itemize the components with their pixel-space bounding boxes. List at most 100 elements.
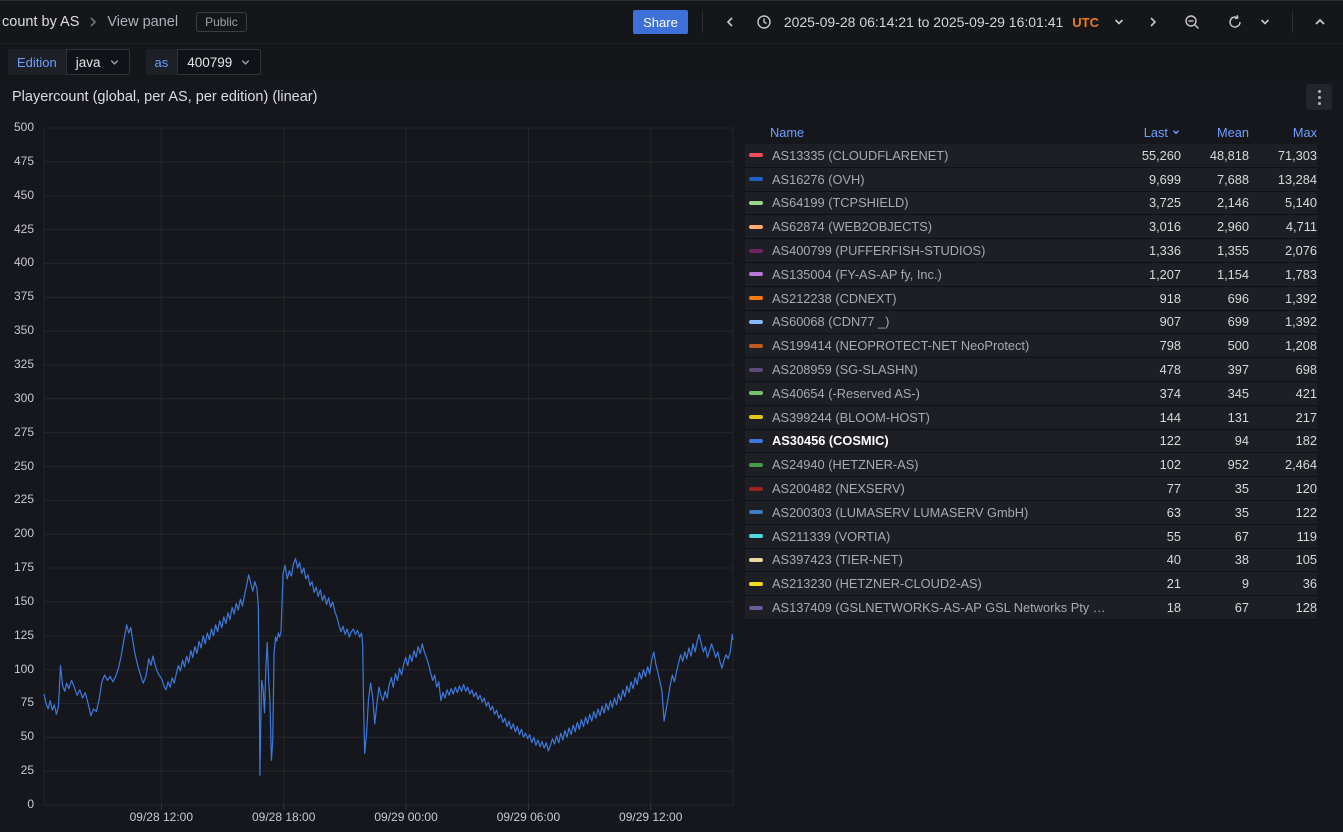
legend-row[interactable]: AS13335 (CLOUDFLARENET) 55,260 48,818 71,30… xyxy=(745,144,1317,168)
refresh-interval-dropdown[interactable] xyxy=(1252,8,1278,36)
variable-as-select[interactable]: 400799 xyxy=(177,49,262,75)
series-name[interactable]: AS400799 (PUFFERFISH-STUDIOS) xyxy=(772,243,986,259)
legend-column-mean[interactable]: Mean xyxy=(1216,124,1249,140)
series-name[interactable]: AS60068 (CDN77 _) xyxy=(772,314,890,330)
series-last-value: 55,260 xyxy=(1141,147,1181,163)
series-color-swatch[interactable] xyxy=(749,581,763,586)
variable-as: as 400799 xyxy=(145,49,262,75)
variable-edition-select[interactable]: java xyxy=(65,49,130,75)
series-last-value: 77 xyxy=(1166,481,1181,497)
panel-menu-kebab-icon[interactable] xyxy=(1306,84,1332,110)
series-name[interactable]: AS137409 (GSLNETWORKS-AS-AP GSL Networks… xyxy=(772,600,1109,616)
legend-table-body: AS13335 (CLOUDFLARENET) 55,260 48,818 71,30… xyxy=(745,144,1317,620)
series-name[interactable]: AS62874 (WEB2OBJECTS) xyxy=(772,219,933,235)
series-name[interactable]: AS397423 (TIER-NET) xyxy=(772,552,903,568)
time-range-picker[interactable]: 2025-09-28 06:14:21 to 2025-09-29 16:01:… xyxy=(747,8,1136,36)
legend-row[interactable]: AS399244 (BLOOM-HOST) 144 131 217 xyxy=(745,406,1317,430)
series-name[interactable]: AS135004 (FY-AS-AP fy, Inc.) xyxy=(772,266,942,282)
legend-row[interactable]: AS211339 (VORTIA) 55 67 119 xyxy=(745,525,1317,549)
series-name[interactable]: AS40654 (-Reserved AS-) xyxy=(772,385,920,401)
series-max-value: 5,140 xyxy=(1284,195,1317,211)
series-color-swatch[interactable] xyxy=(749,177,763,182)
series-color-swatch[interactable] xyxy=(749,462,763,467)
legend-column-name[interactable]: Name xyxy=(770,124,805,140)
zoom-out-button[interactable] xyxy=(1179,8,1205,36)
legend-row[interactable]: AS400799 (PUFFERFISH-STUDIOS) 1,336 1,355 2… xyxy=(745,239,1317,263)
timeseries-chart[interactable]: 0 25 50 75 100 125 150 175 200 225 250 275 300 325 350… xyxy=(0,120,745,832)
x-axis-tick-label: 09/28 12:00 xyxy=(129,810,194,824)
legend-row[interactable]: AS137409 (GSLNETWORKS-AS-AP GSL Networks… xyxy=(745,596,1317,620)
toolbar-divider xyxy=(1172,11,1173,33)
series-color-swatch[interactable] xyxy=(749,296,763,301)
breadcrumb-dashboard[interactable]: count by AS xyxy=(2,14,80,30)
legend-row[interactable]: AS199414 (NEOPROTECT-NET NeoProtect) 798 5… xyxy=(745,334,1317,359)
series-name[interactable]: AS64199 (TCPSHIELD) xyxy=(772,195,909,211)
series-color-swatch[interactable] xyxy=(749,415,763,420)
breadcrumb: count by AS View panel Public xyxy=(0,12,247,32)
y-axis-tick-label: 325 xyxy=(13,356,34,371)
series-color-swatch[interactable] xyxy=(749,391,763,396)
series-mean-value: 699 xyxy=(1227,314,1249,330)
time-shift-forward-button[interactable] xyxy=(1140,8,1166,36)
legend-row[interactable]: AS64199 (TCPSHIELD) 3,725 2,146 5,140 xyxy=(745,192,1317,216)
series-max-value: 2,464 xyxy=(1284,457,1317,473)
series-color-swatch[interactable] xyxy=(749,367,763,372)
legend-row[interactable]: AS16276 (OVH) 9,699 7,688 13,284 xyxy=(745,168,1317,192)
series-name[interactable]: AS211339 (VORTIA) xyxy=(772,528,891,544)
series-color-swatch[interactable] xyxy=(749,438,763,443)
legend-row[interactable]: AS212238 (CDNEXT) 918 696 1,392 xyxy=(745,287,1317,311)
series-color-swatch[interactable] xyxy=(749,343,763,348)
series-name[interactable]: AS16276 (OVH) xyxy=(772,171,865,187)
legend-row[interactable]: AS60068 (CDN77 _) 907 699 1,392 xyxy=(745,311,1317,335)
series-mean-value: 67 xyxy=(1234,528,1249,544)
series-max-value: 36 xyxy=(1302,576,1317,592)
series-name[interactable]: AS13335 (CLOUDFLARENET) xyxy=(772,147,949,163)
series-name[interactable]: AS200303 (LUMASERV LUMASERV GmbH) xyxy=(772,504,1029,520)
series-color-swatch[interactable] xyxy=(749,510,763,515)
collapse-toolbar-button[interactable] xyxy=(1307,8,1333,36)
series-name[interactable]: AS30456 (COSMIC) xyxy=(772,433,889,449)
chart-canvas[interactable] xyxy=(0,120,745,832)
legend-row[interactable]: AS200482 (NEXSERV) 77 35 120 xyxy=(745,477,1317,501)
series-name[interactable]: AS24940 (HETZNER-AS) xyxy=(772,457,919,473)
share-button[interactable]: Share xyxy=(633,10,688,34)
series-last-value: 9,699 xyxy=(1148,171,1181,187)
legend-row[interactable]: AS397423 (TIER-NET) 40 38 105 xyxy=(745,549,1317,573)
legend-row[interactable]: AS30456 (COSMIC) 122 94 182 xyxy=(745,430,1317,454)
series-color-swatch[interactable] xyxy=(749,248,763,253)
y-axis-tick-label: 475 xyxy=(13,153,34,168)
legend-row[interactable]: AS62874 (WEB2OBJECTS) 3,016 2,960 4,711 xyxy=(745,215,1317,240)
series-color-swatch[interactable] xyxy=(749,319,763,324)
variable-edition-value: java xyxy=(75,54,101,70)
series-color-swatch[interactable] xyxy=(749,486,763,491)
series-color-swatch[interactable] xyxy=(749,153,763,158)
series-name[interactable]: AS199414 (NEOPROTECT-NET NeoProtect) xyxy=(772,338,1030,354)
refresh-button[interactable] xyxy=(1222,8,1248,36)
series-color-swatch[interactable] xyxy=(749,534,763,539)
legend-column-max[interactable]: Max xyxy=(1292,124,1317,140)
legend-header-row: Name Last Mean Max xyxy=(745,120,1317,144)
series-color-swatch[interactable] xyxy=(749,224,763,229)
series-name[interactable]: AS399244 (BLOOM-HOST) xyxy=(772,409,930,425)
series-max-value: 182 xyxy=(1295,433,1317,449)
series-color-swatch[interactable] xyxy=(749,200,763,205)
series-max-value: 128 xyxy=(1295,600,1317,616)
series-color-swatch[interactable] xyxy=(749,557,763,562)
legend-row[interactable]: AS208959 (SG-SLASHN) 478 397 698 xyxy=(745,358,1317,382)
legend-row[interactable]: AS40654 (-Reserved AS-) 374 345 421 xyxy=(745,382,1317,406)
series-color-swatch[interactable] xyxy=(749,605,763,610)
time-range-text: 2025-09-28 06:14:21 to 2025-09-29 16:01:… xyxy=(783,14,1064,30)
legend-row[interactable]: AS213230 (HETZNER-CLOUD2-AS) 21 9 36 xyxy=(745,572,1317,597)
legend-row[interactable]: AS135004 (FY-AS-AP fy, Inc.) 1,207 1,154 1,… xyxy=(745,263,1317,287)
legend-row[interactable]: AS200303 (LUMASERV LUMASERV GmbH) 63 35 122 xyxy=(745,501,1317,525)
series-color-swatch[interactable] xyxy=(749,272,763,277)
legend-row[interactable]: AS24940 (HETZNER-AS) 102 952 2,464 xyxy=(745,453,1317,478)
series-last-value: 63 xyxy=(1166,504,1181,520)
series-name[interactable]: AS200482 (NEXSERV) xyxy=(772,481,905,497)
series-max-value: 13,284 xyxy=(1277,171,1317,187)
legend-column-last[interactable]: Last xyxy=(1109,125,1181,140)
series-name[interactable]: AS208959 (SG-SLASHN) xyxy=(772,362,918,378)
series-name[interactable]: AS212238 (CDNEXT) xyxy=(772,290,897,306)
time-shift-back-button[interactable] xyxy=(717,8,743,36)
series-name[interactable]: AS213230 (HETZNER-CLOUD2-AS) xyxy=(772,576,982,592)
